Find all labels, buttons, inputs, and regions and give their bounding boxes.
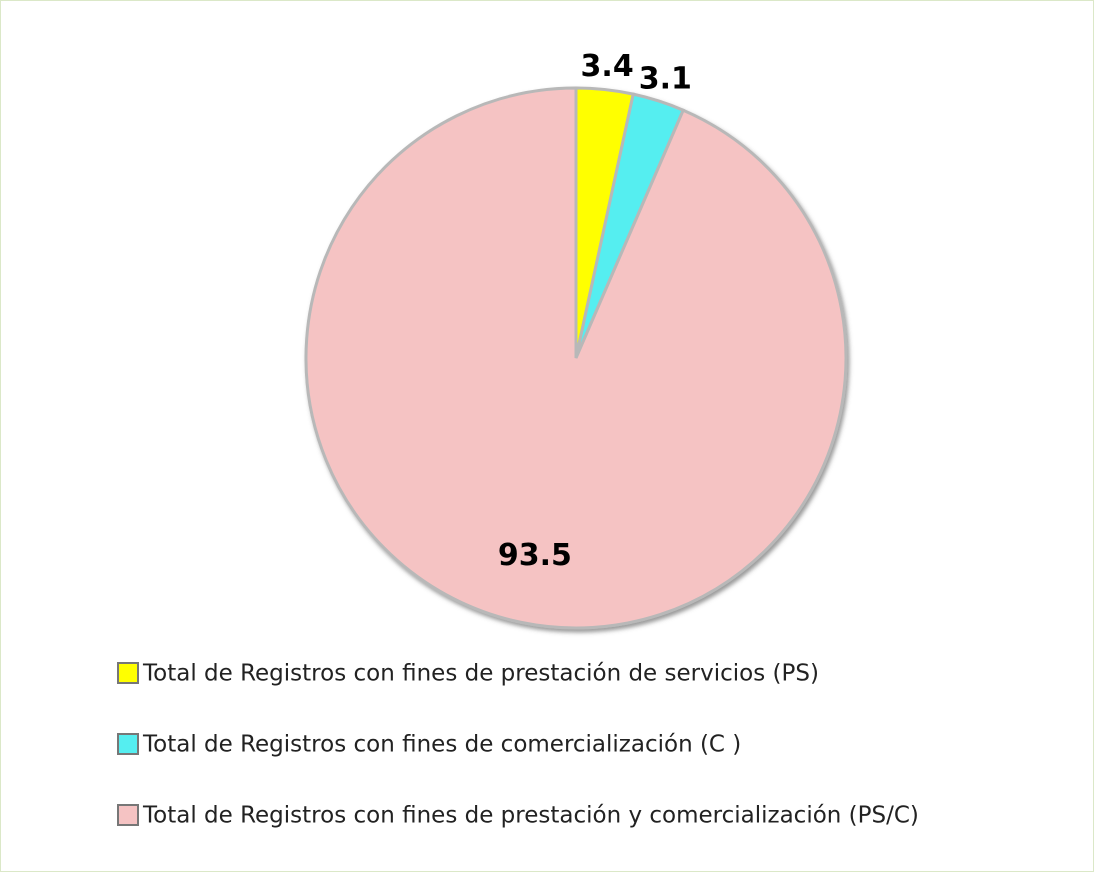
data-label: 3.4	[581, 49, 634, 84]
data-label: 3.1	[639, 62, 692, 97]
legend-label: Total de Registros con fines de prestaci…	[142, 803, 919, 829]
legend-swatch	[117, 733, 139, 755]
pie-slice	[304, 86, 848, 630]
legend-label: Total de Registros con fines de comercia…	[142, 732, 741, 758]
pie	[304, 86, 848, 630]
data-label: 93.5	[498, 538, 572, 573]
legend-swatch	[117, 662, 139, 684]
legend-label: Total de Registros con fines de prestaci…	[142, 661, 819, 687]
legend-swatch	[117, 804, 139, 826]
